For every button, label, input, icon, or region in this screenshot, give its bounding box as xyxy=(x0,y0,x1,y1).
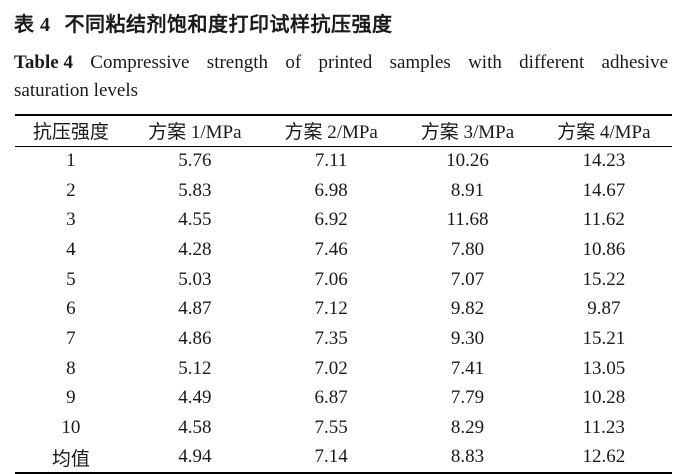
table-row: 8 5.12 7.02 7.41 13.05 xyxy=(15,354,672,384)
value-cell: 4.86 xyxy=(178,327,212,349)
table-row: 6 4.87 7.12 9.82 9.87 xyxy=(15,294,672,324)
table-caption-en-label: Table 4 xyxy=(14,52,73,73)
value-cell: 7.06 xyxy=(314,268,348,290)
value-cell: 13.05 xyxy=(582,357,626,379)
value-cell: 7.55 xyxy=(314,417,348,439)
value-cell: 7.07 xyxy=(450,268,485,290)
row-label-cell: 10 xyxy=(61,417,81,439)
value-cell: 15.22 xyxy=(582,268,626,290)
value-cell: 10.28 xyxy=(582,387,626,409)
value-cell: 4.28 xyxy=(178,238,212,260)
table-caption-zh: 表 4 不同粘结剂饱和度打印试样抗压强度 xyxy=(14,12,670,39)
value-cell: 8.83 xyxy=(450,446,485,468)
value-cell: 5.03 xyxy=(178,268,212,290)
value-cell: 11.23 xyxy=(582,417,625,439)
row-label-cell: 4 xyxy=(66,238,76,260)
row-label-cell: 3 xyxy=(66,209,76,231)
column-header: 抗压强度 xyxy=(15,115,127,147)
value-cell: 4.49 xyxy=(178,387,212,409)
value-cell: 6.92 xyxy=(314,209,348,231)
value-cell: 7.41 xyxy=(450,357,485,379)
row-label-cell: 5 xyxy=(66,268,76,290)
table-row: 9 4.49 6.87 7.79 10.28 xyxy=(15,384,672,414)
value-cell: 5.12 xyxy=(178,357,212,379)
table-row: 10 4.58 7.55 8.29 11.23 xyxy=(15,413,672,443)
value-cell: 8.91 xyxy=(450,179,485,201)
value-cell: 9.30 xyxy=(450,327,485,349)
value-cell: 10.26 xyxy=(446,150,489,172)
row-label-cell: 均值 xyxy=(51,448,90,470)
value-cell: 7.46 xyxy=(314,238,348,260)
table-row: 3 4.55 6.92 11.68 11.62 xyxy=(15,205,672,235)
column-header: 方案 2/MPa xyxy=(263,115,400,147)
value-cell: 4.55 xyxy=(178,209,212,231)
value-cell: 9.82 xyxy=(450,298,485,320)
value-cell: 7.80 xyxy=(450,238,485,260)
value-cell: 9.87 xyxy=(587,298,621,320)
value-cell: 7.11 xyxy=(314,150,348,172)
row-label-cell: 7 xyxy=(66,327,76,349)
value-cell: 11.62 xyxy=(582,209,625,231)
value-cell: 15.21 xyxy=(582,327,626,349)
row-label-cell: 6 xyxy=(66,298,76,320)
value-cell: 14.67 xyxy=(582,179,626,201)
value-cell: 4.87 xyxy=(178,298,212,320)
table-header-row: 抗压强度 方案 1/MPa 方案 2/MPa 方案 3/MPa 方案 4/MPa xyxy=(15,115,672,147)
compressive-strength-table: 抗压强度 方案 1/MPa 方案 2/MPa 方案 3/MPa 方案 4/MPa… xyxy=(15,114,672,474)
table-caption-en-line2: saturation levels xyxy=(14,80,138,101)
table-row: 2 5.83 6.98 8.91 14.67 xyxy=(15,176,672,206)
table-row: 5 5.03 7.06 7.07 15.22 xyxy=(15,265,672,295)
table-row: 7 4.86 7.35 9.30 15.21 xyxy=(15,324,672,354)
value-cell: 10.86 xyxy=(582,238,626,260)
table-row: 4 4.28 7.46 7.80 10.86 xyxy=(15,235,672,265)
row-label-cell: 8 xyxy=(66,357,76,379)
value-cell: 7.12 xyxy=(314,298,348,320)
row-label-cell: 2 xyxy=(66,179,76,201)
table-caption-zh-title: 不同粘结剂饱和度打印试样抗压强度 xyxy=(64,14,393,36)
table-caption-en-title: Compressive strength of printed samples … xyxy=(90,52,669,73)
value-cell: 14.23 xyxy=(582,150,626,172)
value-cell: 4.58 xyxy=(178,417,212,439)
row-label-cell: 1 xyxy=(66,150,76,172)
value-cell: 4.94 xyxy=(178,446,212,468)
table-row: 1 5.76 7.11 10.26 14.23 xyxy=(15,146,672,176)
value-cell: 11.68 xyxy=(446,209,489,231)
value-cell: 12.62 xyxy=(582,446,626,468)
table-row: 均值 4.94 7.14 8.83 12.62 xyxy=(15,443,672,473)
value-cell: 5.83 xyxy=(178,179,212,201)
value-cell: 5.76 xyxy=(178,150,212,172)
table-body: 1 5.76 7.11 10.26 14.23 2 5.83 6.98 8.91… xyxy=(15,146,672,473)
column-header: 方案 3/MPa xyxy=(399,115,536,147)
column-header: 方案 4/MPa xyxy=(535,115,672,147)
column-header: 方案 1/MPa xyxy=(126,115,263,147)
value-cell: 6.98 xyxy=(314,179,348,201)
value-cell: 7.14 xyxy=(314,446,348,468)
value-cell: 7.79 xyxy=(450,387,485,409)
value-cell: 6.87 xyxy=(314,387,348,409)
value-cell: 8.29 xyxy=(450,417,485,439)
value-cell: 7.35 xyxy=(314,327,348,349)
table-caption-zh-label: 表 4 xyxy=(14,14,51,36)
row-label-cell: 9 xyxy=(66,387,76,409)
value-cell: 7.02 xyxy=(314,357,348,379)
table-caption-en-line1: Table 4 Compressive strength of printed … xyxy=(14,50,668,76)
